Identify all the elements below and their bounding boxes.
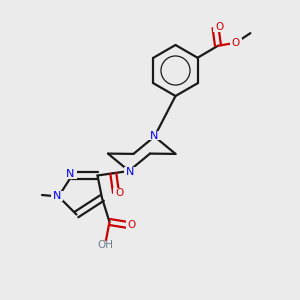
FancyBboxPatch shape [113,188,126,197]
Text: N: N [66,169,75,179]
FancyBboxPatch shape [51,191,63,201]
Text: OH: OH [97,240,113,250]
Text: N: N [150,130,159,141]
FancyBboxPatch shape [230,38,242,47]
Text: O: O [232,38,240,48]
FancyBboxPatch shape [124,167,136,176]
FancyBboxPatch shape [64,169,77,179]
FancyBboxPatch shape [96,241,114,250]
Text: N: N [53,191,61,201]
Text: O: O [116,188,124,198]
Text: O: O [215,22,223,32]
Text: O: O [128,220,136,230]
FancyBboxPatch shape [148,131,161,140]
FancyBboxPatch shape [213,22,225,32]
Text: N: N [126,167,134,177]
FancyBboxPatch shape [126,220,138,230]
